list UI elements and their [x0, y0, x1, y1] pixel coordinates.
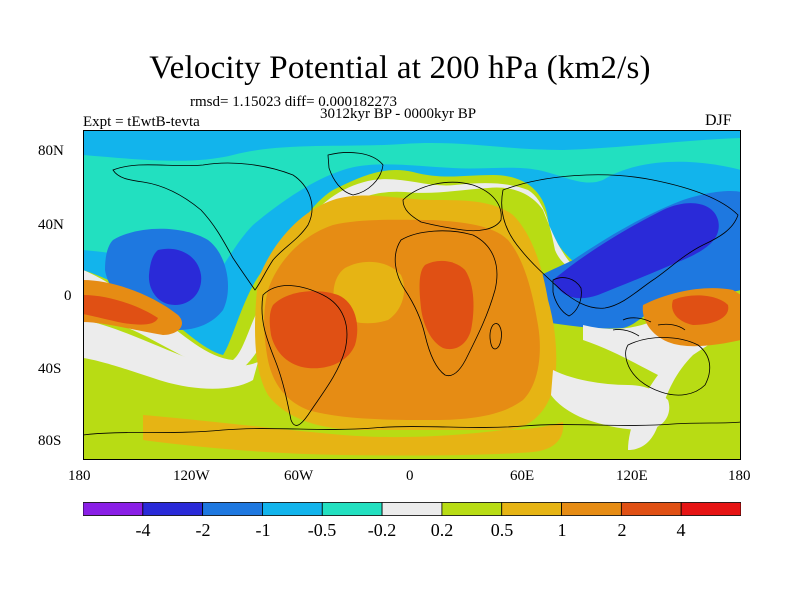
- colorbar-label-pos2: 2: [617, 520, 627, 540]
- field-southern-neutral: [551, 370, 670, 430]
- period-label: 3012kyr BP - 0000kyr BP: [320, 106, 477, 122]
- x-tick-180e: 180: [728, 468, 751, 484]
- field-southern-yellow: [143, 415, 564, 456]
- field-africa-red: [419, 260, 474, 350]
- field-west-red: [83, 295, 158, 325]
- x-tick-0: 0: [406, 468, 414, 484]
- colorbar-cell-6: [441, 502, 503, 516]
- colorbar-cell-2: [202, 502, 263, 516]
- colorbar-cell-4: [321, 502, 383, 516]
- colorbar-cell-7: [501, 502, 562, 516]
- field-atlantic-orange: [264, 219, 540, 420]
- y-tick-80n: 80N: [38, 143, 64, 159]
- colorbar-label-neg4: -4: [135, 520, 151, 540]
- coast-greenland: [327, 152, 384, 196]
- coast-antarctica: [83, 421, 741, 436]
- season-label: DJF: [705, 112, 732, 129]
- colorbar-label-pos0.5: 0.5: [490, 520, 514, 540]
- colorbar-label-pos4: 4: [676, 520, 686, 540]
- stats-label: rmsd= 1.15023 diff= 0.000182273: [190, 94, 398, 110]
- colorbar-label-neg1: -1: [255, 520, 271, 540]
- x-tick-180w: 180: [68, 468, 91, 484]
- field-samerica-red: [269, 291, 358, 369]
- coast-asia: [501, 174, 739, 309]
- colorbar-cell-3: [262, 502, 323, 516]
- map-title: Velocity Potential at 200 hPa (km2/s): [149, 50, 651, 86]
- colorbar: [83, 502, 741, 516]
- colorbar-label-neg0.5: -0.5: [307, 520, 337, 540]
- colorbar-cell-8: [561, 502, 622, 516]
- coast-maritime: [612, 317, 686, 337]
- field-pacific-red: [672, 295, 729, 325]
- coast-south-america: [261, 285, 348, 426]
- colorbar-cell-9: [620, 502, 682, 516]
- colorbar-cell-5: [381, 502, 443, 516]
- field-asia-deepblue: [553, 203, 719, 299]
- x-tick-60w: 60W: [284, 468, 314, 484]
- coast-india: [552, 277, 582, 317]
- y-tick-0: 0: [64, 288, 72, 304]
- field-neutral-southwest: [83, 320, 258, 389]
- coast-europe: [402, 181, 502, 232]
- x-tick-60e: 60E: [510, 468, 535, 484]
- field-npac-deepblue: [148, 248, 202, 305]
- x-tick-120e: 120E: [616, 468, 648, 484]
- field-nwafrica-orange: [362, 236, 391, 252]
- colorbar-cell-1: [142, 502, 204, 516]
- colorbar-label-neg2: -2: [195, 520, 211, 540]
- colorbar-label-neg0.2: -0.2: [367, 520, 397, 540]
- y-tick-40s: 40S: [38, 361, 62, 377]
- y-tick-80s: 80S: [38, 433, 62, 449]
- coast-australia: [625, 337, 711, 396]
- map-frame: [83, 130, 741, 460]
- x-tick-120w: 120W: [173, 468, 210, 484]
- colorbar-cell-0: [83, 502, 144, 516]
- coastlines: [83, 152, 741, 436]
- y-tick-40n: 40N: [38, 217, 64, 233]
- coast-madagascar: [489, 323, 502, 350]
- colorbar-label-pos1: 1: [557, 520, 567, 540]
- colorbar-label-pos0.2: 0.2: [430, 520, 454, 540]
- velocity-potential-map: [83, 130, 741, 460]
- coast-north-america: [112, 162, 313, 291]
- colorbar-cell-10: [680, 502, 741, 516]
- field-neutral-arch: [83, 179, 583, 375]
- experiment-label: Expt = tEwtB-tevta: [83, 114, 200, 130]
- field-arctic-blue: [83, 130, 741, 161]
- coast-africa: [394, 230, 498, 377]
